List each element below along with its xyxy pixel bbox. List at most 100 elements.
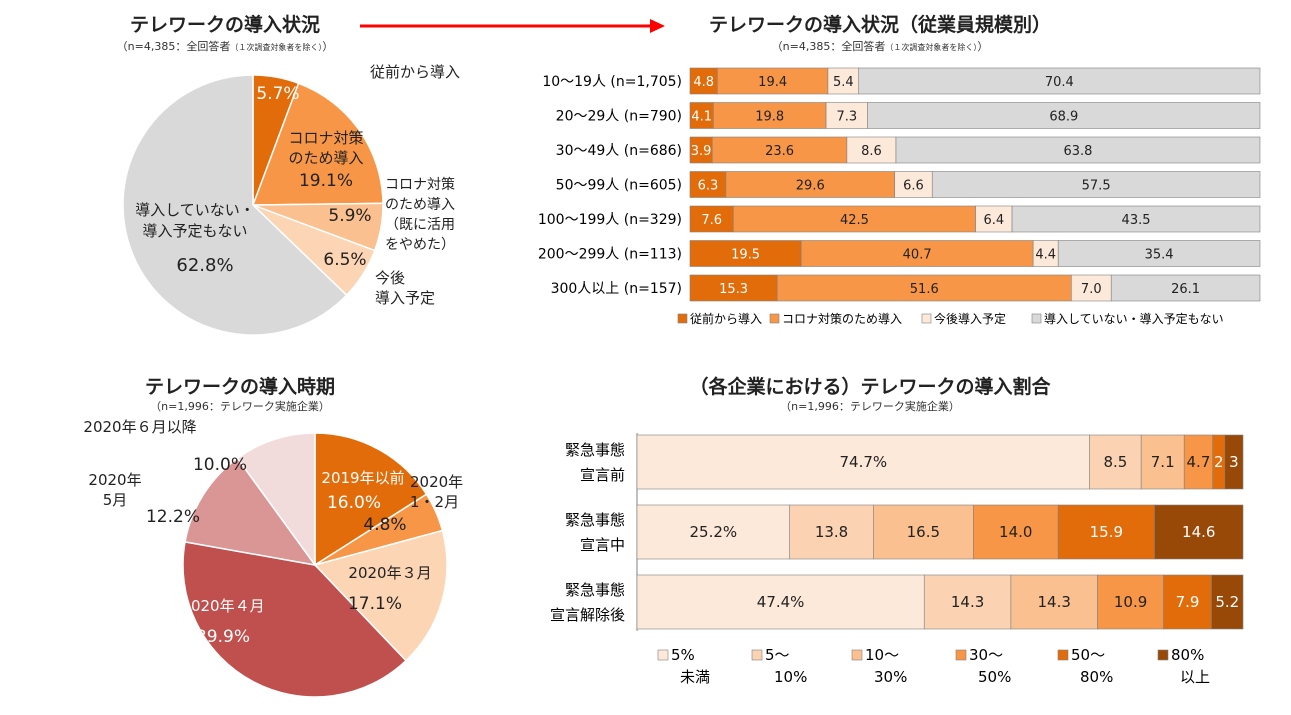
pie2-label-s5-text: 2020年６月以降 bbox=[83, 418, 196, 436]
pie1-label-s2-text-line-0: コロナ対策 bbox=[385, 176, 455, 193]
pie2-label-s2-text-line-0: 2020年３月 bbox=[348, 564, 431, 582]
bar2-legend-label-3-line-0: 30～ bbox=[969, 646, 1003, 664]
pie2-label-s5-value-line-0: 10.0% bbox=[193, 455, 247, 475]
pie2-label-s4-text-line-0: 2020年 bbox=[88, 471, 141, 489]
bar1-value-label-4-3: 43.5 bbox=[1122, 213, 1151, 228]
pie1-label-s3-value-line-0: 6.5% bbox=[323, 250, 366, 270]
pie2-label-s5-value: 10.0% bbox=[193, 455, 247, 475]
pie2-label-s4-value-line-0: 12.2% bbox=[146, 507, 200, 527]
subtitle-small-note: （１次調査対象者を除く） bbox=[230, 43, 323, 52]
bar2-value-label-1-4: 15.9 bbox=[1090, 523, 1123, 541]
bar1-value-label-0-2: 5.4 bbox=[833, 75, 854, 90]
bar2-value-label-2-1: 14.3 bbox=[951, 593, 984, 611]
bar2-segment-0-2 bbox=[1140, 434, 1185, 490]
bar2-value-label-0-2: 7.1 bbox=[1151, 453, 1175, 471]
bar2-segment-2-5 bbox=[1211, 574, 1244, 630]
pie2-slice-2 bbox=[313, 529, 448, 662]
bar2-category-label-0-line-0: 緊急事態 bbox=[565, 441, 625, 459]
bar1-value-label-1-0: 4.1 bbox=[691, 110, 712, 125]
bar2-segment-1-5 bbox=[1154, 504, 1244, 560]
pie2-label-s1-value-line-0: 4.8% bbox=[363, 515, 406, 535]
subtitle-adoption-by-size: （n=4,385：全回答者（１次調査対象者を除く）） bbox=[680, 38, 1080, 54]
pie1-label-s0-text-line-0: 従前から導入 bbox=[370, 63, 460, 81]
bar2-category-label-1-line-0: 緊急事態 bbox=[565, 511, 625, 529]
pie2-label-s1-text-line-0: 2020年 bbox=[410, 473, 463, 491]
bar1-legend-swatch-1 bbox=[769, 313, 780, 324]
pie2-label-s2-value-line-0: 17.1% bbox=[348, 594, 402, 614]
subtitle-adoption-timing: （n=1,996：テレワーク実施企業） bbox=[150, 400, 330, 413]
pie2-label-s1-text: 2020年 1・2月 bbox=[410, 473, 463, 511]
bar2-legend-label-3-line-1: 50% bbox=[978, 668, 1011, 686]
bar2-value-label-1-2: 16.5 bbox=[907, 523, 940, 541]
bar2-legend-item-5: 80% 以上 bbox=[1157, 646, 1210, 686]
bar2-value-label-0-3: 4.7 bbox=[1187, 453, 1211, 471]
pie1-label-s3-text-line-1: 導入予定 bbox=[375, 289, 435, 307]
bar2-category-label-0-line-1: 宣言前 bbox=[580, 466, 625, 484]
bar1-segment-0-2 bbox=[827, 67, 860, 95]
bar1-value-label-2-3: 63.8 bbox=[1064, 144, 1093, 159]
subtitle-main: （n=4,385：全回答者 bbox=[771, 40, 886, 53]
pie2-label-s4-text-line-1: 5月 bbox=[103, 491, 128, 509]
subtitle-adoption-status: （n=4,385：全回答者（１次調査対象者を除く）） bbox=[60, 38, 390, 54]
bar1-segment-5-1 bbox=[800, 240, 1034, 267]
bar2-legend-label-4-line-0: 50～ bbox=[1071, 646, 1105, 664]
pie2-label-s3-value-line-0: 39.9% bbox=[196, 627, 250, 647]
pie2-label-s2-text: 2020年３月 bbox=[348, 564, 431, 582]
chart-title-adoption-status: テレワークの導入状況 bbox=[129, 14, 320, 36]
bar1-legend-swatch-3 bbox=[1031, 313, 1042, 324]
bar2-value-label-2-2: 14.3 bbox=[1038, 593, 1071, 611]
pie2-label-s0-text: 2019年以前 bbox=[321, 469, 404, 487]
bar2-legend-label-4-line-1: 80% bbox=[1080, 668, 1113, 686]
bar1-category-label-2: 30～49人 (n=686) bbox=[556, 143, 682, 159]
pie1-label-s3-text: 今後導入予定 bbox=[375, 269, 435, 307]
bar1-segment-3-0 bbox=[689, 171, 727, 198]
bar2-legend-label-0-line-1: 未満 bbox=[680, 668, 710, 686]
bar2-segment-2-3 bbox=[1097, 574, 1164, 630]
bar1-legend-label-3: 導入していない・導入予定もない bbox=[1044, 311, 1224, 326]
bar2-legend-swatch-1 bbox=[751, 649, 763, 661]
bar1-legend-item-0: 従前から導入 bbox=[677, 311, 762, 326]
bar2-legend-label-5-line-0: 80% bbox=[1171, 646, 1204, 664]
bar2-legend-item-3: 30～50% bbox=[955, 646, 1011, 686]
bar1-legend-label-2: 今後導入予定 bbox=[934, 311, 1006, 326]
pie1-label-s4-value: 62.8% bbox=[176, 255, 233, 276]
pie2-slice-5 bbox=[236, 432, 316, 568]
bar1-value-label-0-1: 19.4 bbox=[758, 75, 787, 90]
bar2-category-label-2-line-0: 緊急事態 bbox=[565, 581, 625, 599]
pie1-label-s2-text-line-1: のため導入 bbox=[385, 197, 455, 213]
bar1-value-label-2-0: 3.9 bbox=[691, 144, 712, 159]
bar2-segment-2-0 bbox=[636, 574, 925, 630]
bar1-segment-6-3 bbox=[1110, 274, 1261, 302]
bar1-legend-label-0: 従前から導入 bbox=[690, 311, 762, 326]
bar1-category-label-5: 200～299人 (n=113) bbox=[538, 247, 682, 263]
pie1-label-s4-text-line-0: 導入していない・ bbox=[135, 201, 255, 219]
bar1-value-label-4-1: 42.5 bbox=[840, 213, 869, 228]
bar2-value-label-1-0: 25.2% bbox=[690, 523, 738, 541]
bar2-segment-0-5 bbox=[1224, 434, 1244, 490]
bar2-legend-item-0: 5% 未満 bbox=[657, 646, 710, 686]
bar1-segment-3-2 bbox=[894, 171, 933, 198]
bar1-value-label-6-3: 26.1 bbox=[1171, 282, 1200, 297]
pie2-label-s4-text: 2020年 5月 bbox=[88, 471, 141, 509]
pie1-label-s4-value-line-0: 62.8% bbox=[176, 255, 233, 276]
bar2-legend-item-1: 5～10% bbox=[751, 646, 807, 686]
pie2-slice-4 bbox=[184, 457, 317, 567]
bar2-segment-0-3 bbox=[1183, 434, 1214, 490]
pie2-label-s1-text-line-1: 1・2月 bbox=[410, 493, 459, 511]
subtitle-main: （n=4,385：全回答者 bbox=[116, 40, 231, 53]
bar1-segment-4-1 bbox=[733, 205, 976, 233]
bar1-value-label-2-2: 8.6 bbox=[861, 144, 882, 159]
pie2-label-s0-text-line-0: 2019年以前 bbox=[321, 469, 404, 487]
bar1-value-label-4-0: 7.6 bbox=[701, 213, 722, 228]
bar2-value-label-0-0: 74.7% bbox=[840, 453, 888, 471]
bar1-value-label-5-3: 35.4 bbox=[1145, 248, 1174, 263]
bar2-legend-label-0-line-0: 5% bbox=[671, 646, 695, 664]
pie1-label-s1-text: コロナ対策のため導入 bbox=[288, 129, 363, 167]
bar1-segment-3-3 bbox=[931, 171, 1261, 198]
bar1-category-label-6: 300人以上 (n=157) bbox=[551, 281, 682, 297]
bar1-value-label-3-2: 6.6 bbox=[903, 179, 924, 194]
chart-title-adoption-timing: テレワークの導入時期 bbox=[144, 376, 335, 398]
